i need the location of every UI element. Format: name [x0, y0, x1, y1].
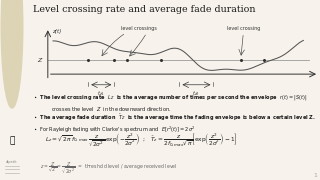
Text: z(t): z(t)	[52, 30, 61, 34]
Text: $\bullet$  The level crossing rate  $L_Z$  is the average number of times per se: $\bullet$ The level crossing rate $L_Z$ …	[33, 93, 308, 102]
Text: $t_{z2}$: $t_{z2}$	[192, 89, 200, 98]
Text: $\bullet$  The average fade duration  $\bar{T}_Z$  is the average time the fadin: $\bullet$ The average fade duration $\ba…	[33, 113, 316, 123]
Text: dipetit: dipetit	[6, 160, 18, 164]
Text: $t_{z1}$: $t_{z1}$	[97, 89, 105, 98]
Text: 🎓: 🎓	[9, 136, 15, 145]
Text: 1: 1	[313, 173, 317, 178]
Text: $L_z = \sqrt{2\pi}\,f_{0,max}\,\dfrac{z}{\sqrt{2\sigma^2}}\,\exp\!\left(-\dfrac{: $L_z = \sqrt{2\pi}\,f_{0,max}\,\dfrac{z}…	[45, 131, 238, 148]
Text: level crossings: level crossings	[121, 26, 157, 31]
Text: Z: Z	[37, 58, 41, 63]
Text: crosses the level  $Z$  in the downward direction.: crosses the level $Z$ in the downward di…	[51, 105, 171, 113]
Text: $z = \dfrac{Z}{\sqrt{2}} = \dfrac{Z}{\sqrt{2\sigma^2}}$  =  threshold level / av: $z = \dfrac{Z}{\sqrt{2}} = \dfrac{Z}{\sq…	[40, 160, 177, 176]
Text: Level crossing rate and average fade duration: Level crossing rate and average fade dur…	[33, 5, 255, 14]
Text: level crossing: level crossing	[227, 26, 260, 31]
Text: $\bullet$  For Rayleigh fading with Clarke's spectrum and  $E[r^2(t)] = 2\sigma^: $\bullet$ For Rayleigh fading with Clark…	[33, 124, 196, 135]
Circle shape	[1, 0, 23, 108]
